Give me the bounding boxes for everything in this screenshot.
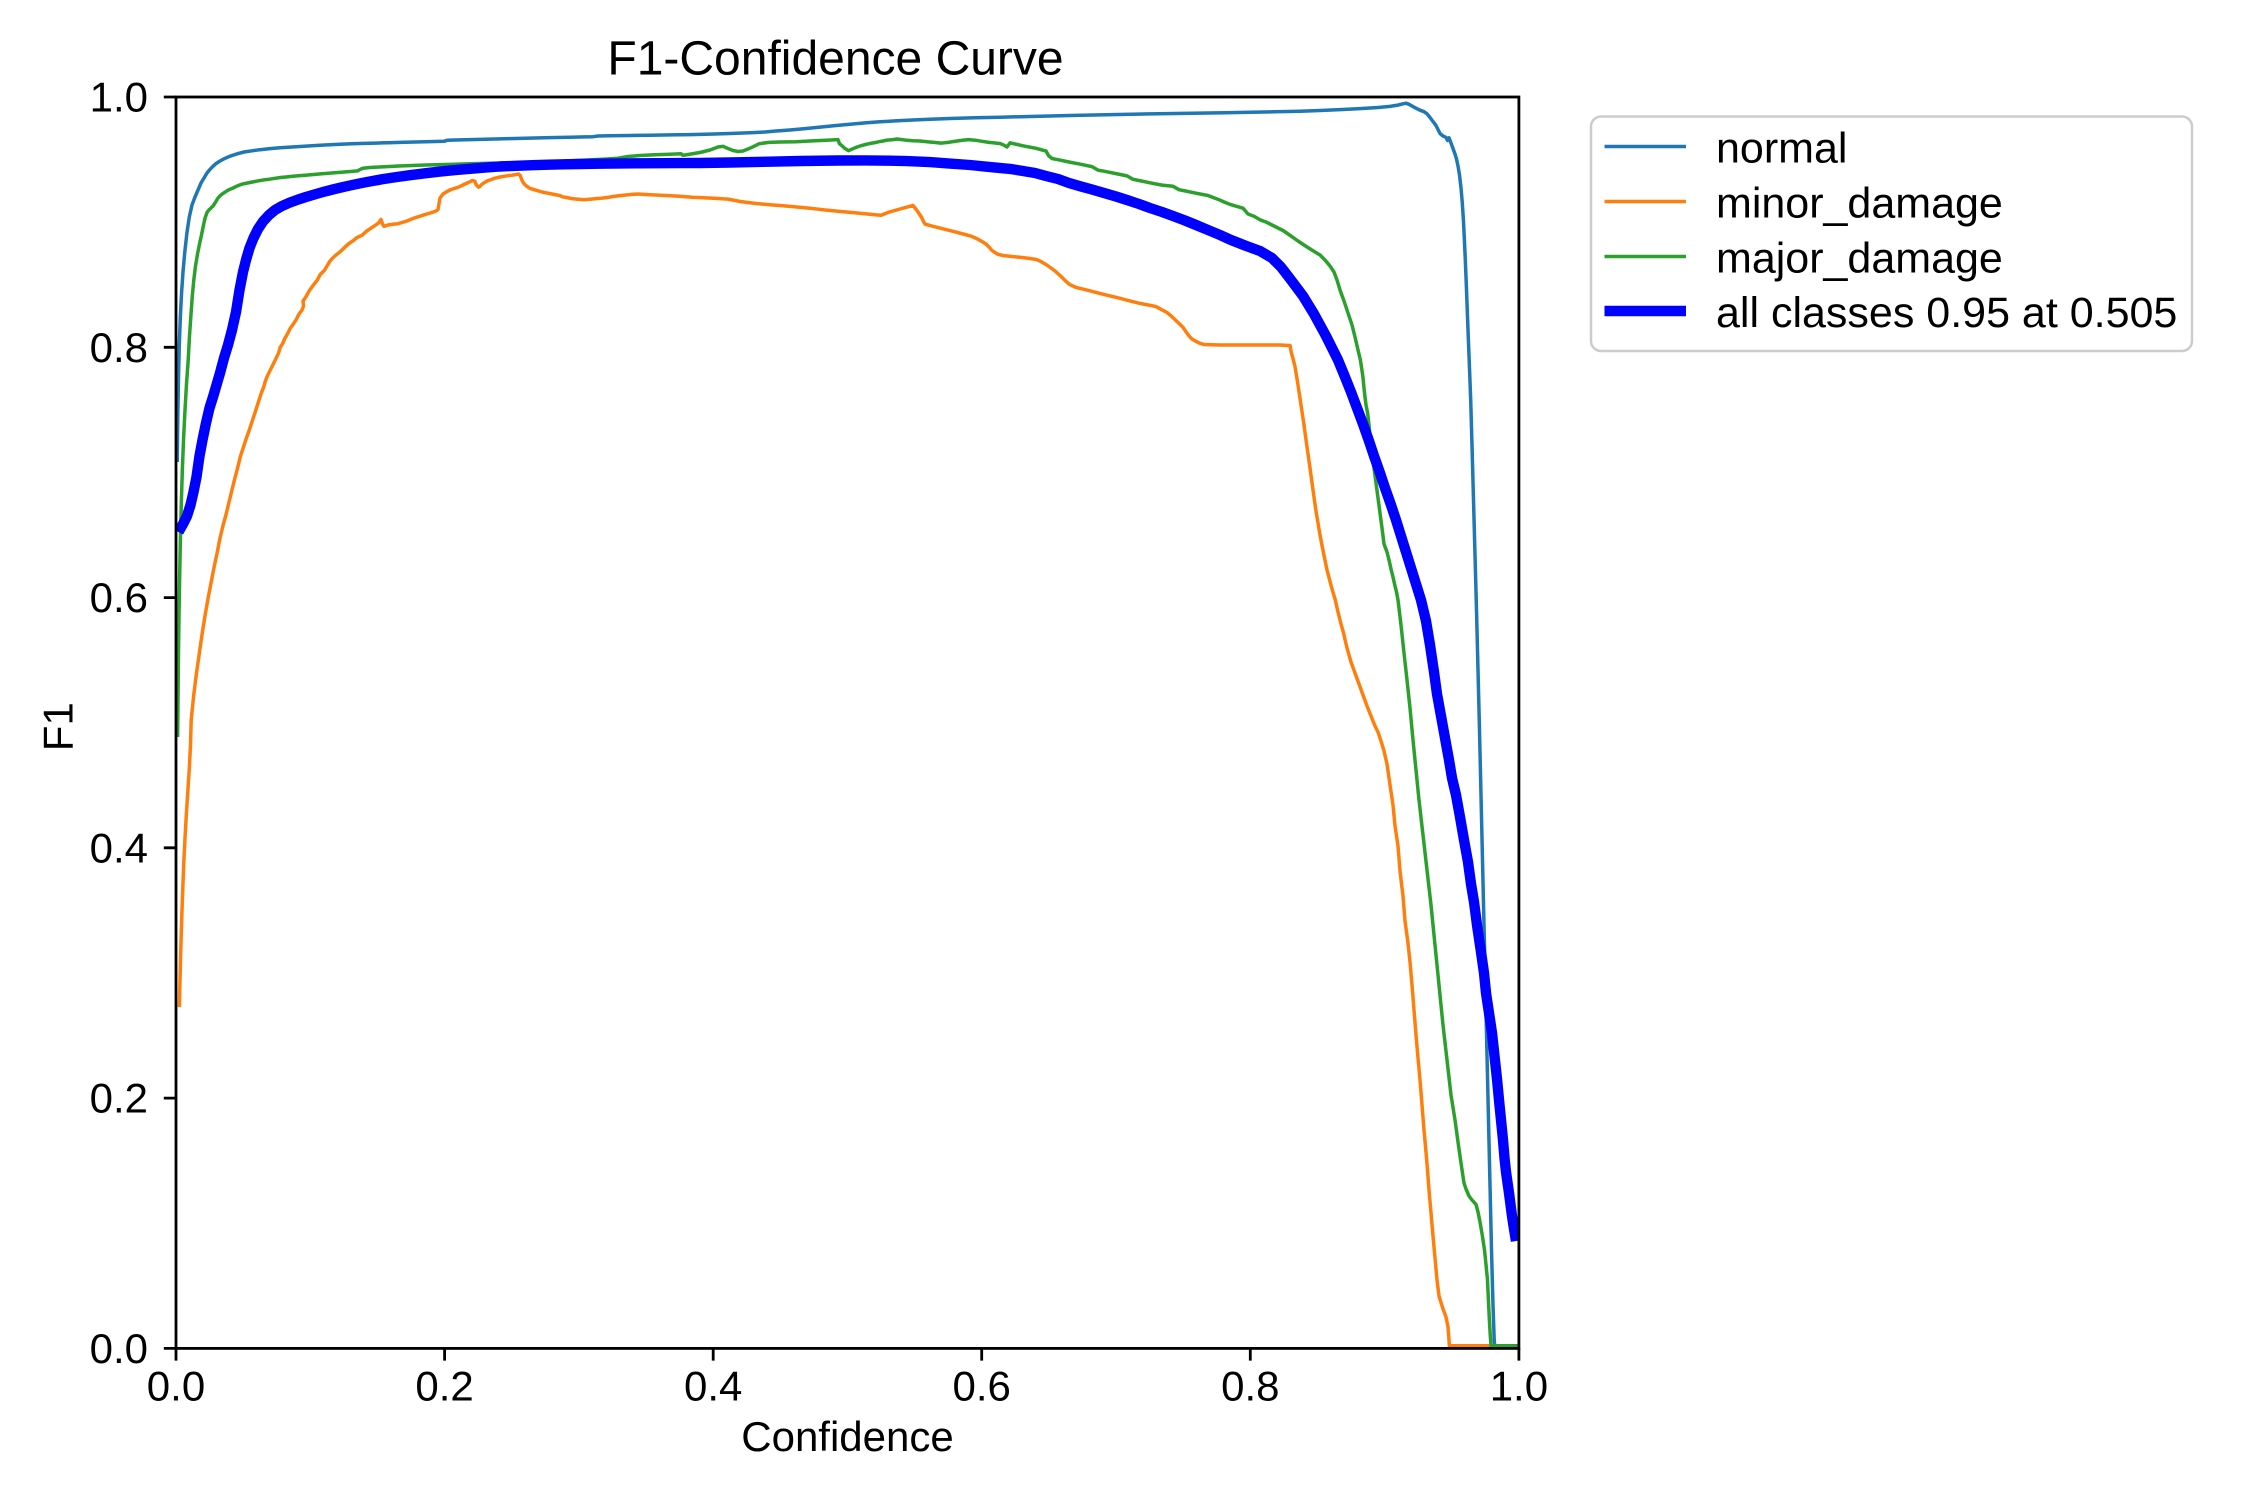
svg-text:1.0: 1.0 [90,74,148,121]
svg-text:major_damage: major_damage [1716,235,2003,283]
svg-text:normal: normal [1716,125,1847,173]
svg-text:F1-Confidence Curve: F1-Confidence Curve [607,33,1063,86]
svg-text:minor_damage: minor_damage [1716,180,2003,228]
svg-text:0.0: 0.0 [90,1325,148,1372]
svg-text:0.0: 0.0 [147,1363,205,1410]
svg-text:F1: F1 [35,702,82,751]
svg-text:0.6: 0.6 [953,1363,1011,1410]
svg-text:1.0: 1.0 [1490,1363,1548,1410]
svg-text:0.6: 0.6 [90,574,148,621]
svg-text:0.4: 0.4 [684,1363,742,1410]
svg-text:all classes 0.95 at 0.505: all classes 0.95 at 0.505 [1716,289,2177,337]
svg-text:0.8: 0.8 [1221,1363,1279,1410]
svg-text:0.2: 0.2 [90,1075,148,1122]
svg-text:0.4: 0.4 [90,824,148,871]
svg-text:0.8: 0.8 [90,324,148,371]
svg-text:Confidence: Confidence [741,1413,953,1460]
svg-text:0.2: 0.2 [415,1363,473,1410]
